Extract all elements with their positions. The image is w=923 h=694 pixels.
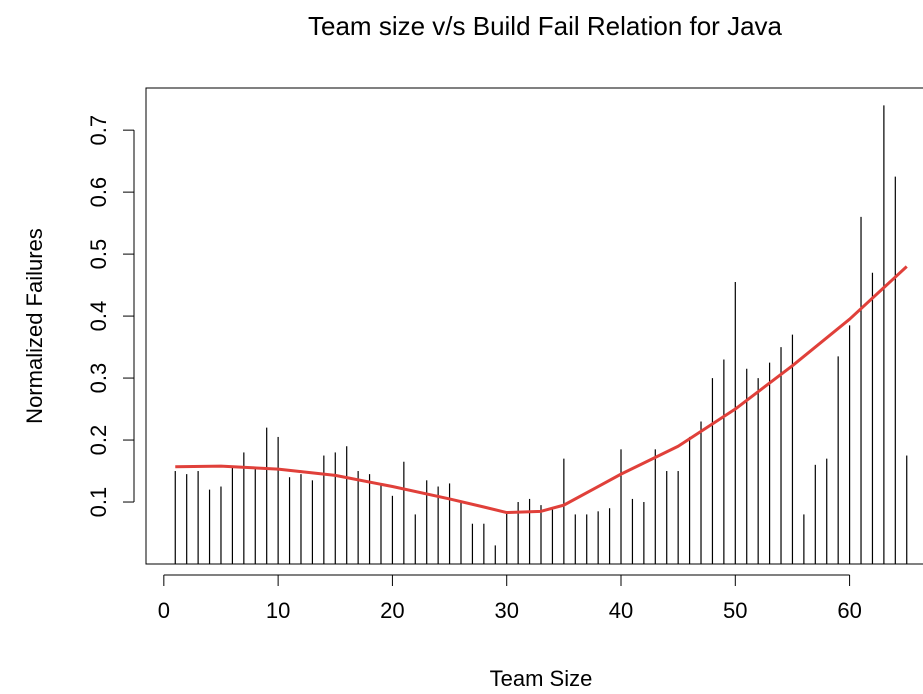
x-tick-label: 20 [380, 598, 404, 623]
y-tick-label: 0.4 [86, 301, 111, 332]
x-tick-label: 40 [609, 598, 633, 623]
y-tick-label: 0.1 [86, 487, 111, 518]
x-axis-label: Team Size [490, 666, 593, 691]
y-tick-label: 0.6 [86, 177, 111, 208]
x-tick-label: 50 [723, 598, 747, 623]
smooth-curve [175, 265, 908, 515]
chart-title: Team size v/s Build Fail Relation for Ja… [308, 11, 783, 41]
y-tick-label: 0.3 [86, 363, 111, 394]
y-tick-label: 0.7 [86, 115, 111, 146]
y-tick-label: 0.5 [86, 239, 111, 270]
y-tick-label: 0.2 [86, 425, 111, 456]
x-tick-label: 30 [494, 598, 518, 623]
y-axis-label: Normalized Failures [22, 228, 47, 424]
plot-box [145, 87, 923, 565]
x-tick-label: 60 [837, 598, 861, 623]
x-tick-label: 10 [266, 598, 290, 623]
x-tick-label: 0 [158, 598, 170, 623]
